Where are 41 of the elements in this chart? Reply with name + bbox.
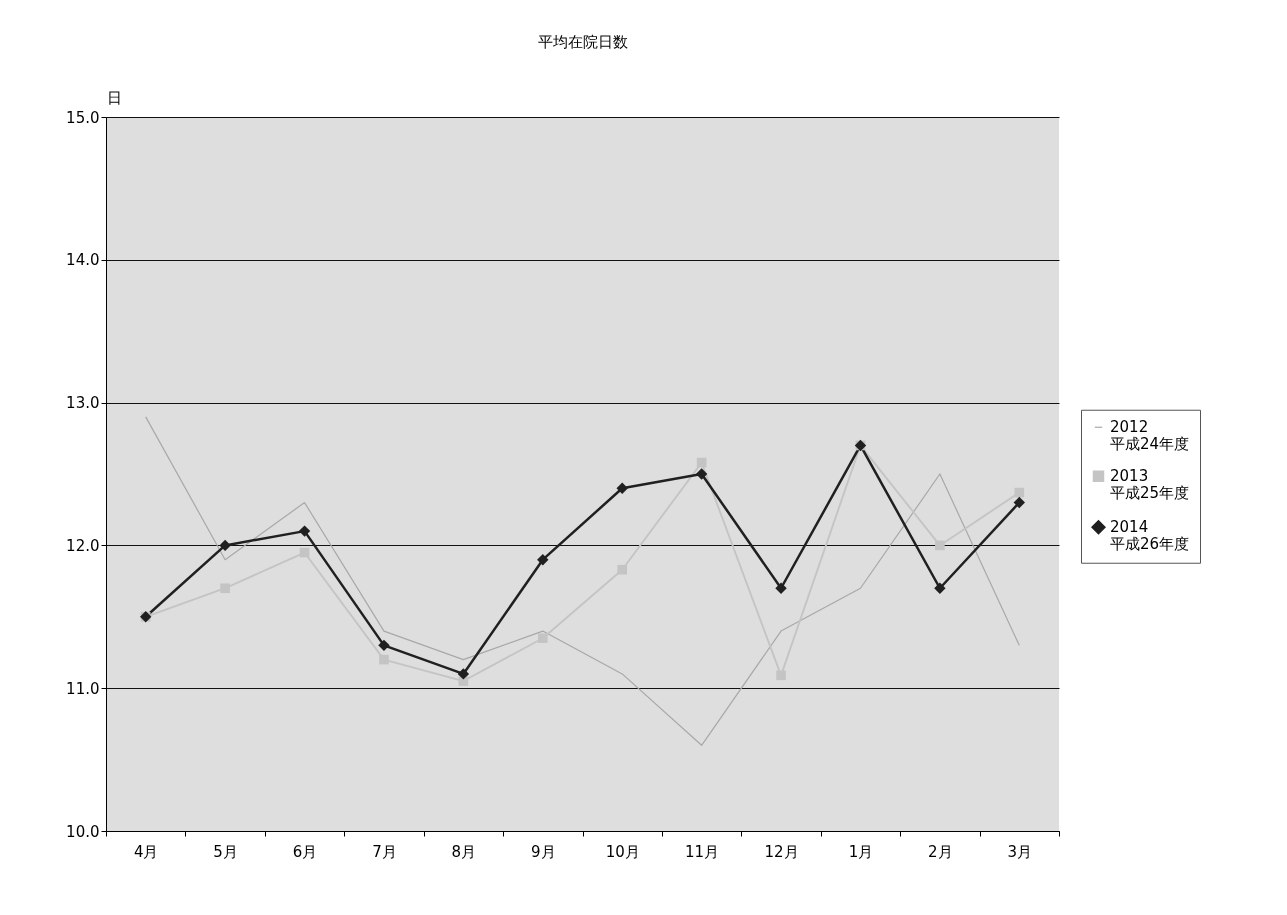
- point: [219, 539, 231, 552]
- point: [617, 564, 628, 575]
- x-tick-label: 8月: [451, 842, 477, 861]
- point: [537, 633, 548, 644]
- x-tick-label: 7月: [372, 842, 397, 861]
- point: [379, 654, 389, 665]
- chart-title: 平均在院日数: [537, 33, 628, 51]
- point: [457, 668, 470, 680]
- x-tick-label: 1月: [848, 842, 874, 861]
- x-tick-label: 9月: [531, 842, 556, 861]
- point: [298, 525, 311, 537]
- point: [1014, 487, 1025, 498]
- y-axis-title: 日: [106, 88, 122, 107]
- point: [378, 639, 390, 652]
- x-tick-label: 6月: [292, 842, 318, 861]
- x-tick-label: 5月: [213, 842, 238, 861]
- point: [616, 482, 628, 494]
- point: [776, 670, 786, 681]
- y-tick-label: 12.0: [66, 536, 100, 555]
- point: [1013, 496, 1025, 509]
- y-tick-label: 11.0: [66, 679, 100, 698]
- legend-label: 2014 平成26年度: [1110, 518, 1190, 554]
- point: [934, 582, 946, 594]
- x-tick-label: 12月: [764, 842, 799, 861]
- x-tick-label: 3月: [1007, 842, 1033, 861]
- y-tick-label: 15.0: [66, 108, 100, 127]
- point: [935, 540, 945, 551]
- legend-label: 2013 平成25年度: [1110, 467, 1190, 503]
- x-tick-label: 2月: [928, 842, 953, 861]
- y-tick-label: 10.0: [66, 822, 100, 841]
- point: [220, 583, 230, 594]
- x-tick-label: 11月: [685, 842, 720, 861]
- x-tick-label: 10月: [605, 842, 640, 861]
- line-series: [145, 416, 1020, 746]
- point: [695, 468, 708, 480]
- point: [775, 582, 787, 594]
- x-tick-label: 4月: [133, 842, 159, 861]
- y-tick-label: 13.0: [66, 394, 100, 413]
- y-tick-label: 14.0: [66, 251, 100, 270]
- point: [537, 553, 549, 566]
- legend-label: 2012 平成24年度: [1110, 418, 1190, 454]
